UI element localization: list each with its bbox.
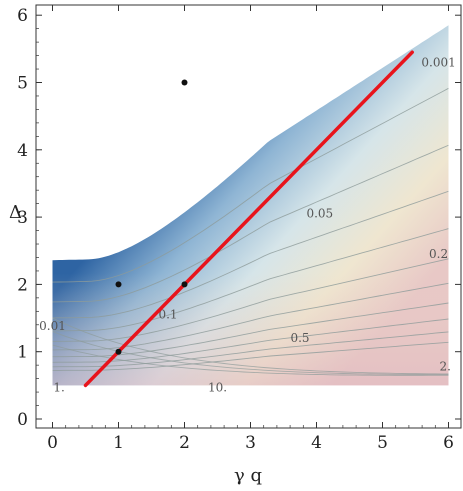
data-point	[181, 281, 188, 288]
contour-line	[52, 228, 449, 332]
contour-line	[52, 341, 449, 371]
x-tick-label: 6	[443, 433, 454, 453]
contour-line	[52, 282, 449, 351]
contour-label: 10.	[208, 380, 227, 394]
contour-line	[52, 344, 449, 376]
contour-label: 2.	[439, 360, 450, 374]
y-tick-label: 4	[17, 141, 28, 161]
y-tick-label: 2	[17, 275, 28, 295]
data-point	[115, 281, 122, 288]
contour-line	[52, 318, 449, 363]
plot-frame	[35, 4, 462, 429]
y-tick-label: 1	[17, 343, 28, 363]
contour-line	[52, 144, 449, 303]
contour-label: 0.2	[429, 247, 448, 261]
x-tick-label: 2	[179, 433, 190, 453]
x-axis-label: γ q	[234, 465, 262, 486]
contour-labels: 0.001 0.05 0.2 0.1 0.01 0.5 1. 10. 2.	[39, 55, 456, 394]
red-diagonal-line	[83, 50, 414, 388]
contour-label: 0.01	[39, 319, 66, 333]
x-tick-label: 3	[245, 433, 256, 453]
contour-lines	[52, 87, 449, 376]
y-tick-label: 6	[17, 6, 28, 26]
x-tick-label: 5	[377, 433, 388, 453]
x-tick-label: 0	[47, 433, 58, 453]
y-axis-label: Δ	[9, 202, 22, 223]
contour-label: 0.5	[290, 331, 309, 345]
y-tick-label: 3	[17, 208, 28, 228]
contour-line	[52, 87, 449, 283]
axis-ticks: 0 1 2 3 4 5 6 0 1 2 3 4 5 6	[17, 5, 461, 453]
contour-line	[52, 302, 449, 358]
contour-line	[52, 317, 449, 375]
red-line	[83, 50, 414, 388]
y-tick-label: 5	[17, 74, 28, 94]
contour-label: 1.	[53, 380, 64, 394]
y-tick-label: 0	[17, 410, 28, 430]
contour-line	[52, 190, 449, 319]
contour-label: 0.001	[421, 55, 455, 69]
data-points	[115, 79, 188, 355]
x-tick-label: 1	[113, 433, 124, 453]
x-tick-label: 4	[311, 433, 322, 453]
data-point	[115, 348, 122, 355]
contour-line	[52, 258, 449, 342]
frame-border	[35, 4, 462, 429]
data-point	[181, 79, 188, 86]
contour-label: 0.1	[158, 308, 177, 322]
contour-label: 0.05	[306, 207, 333, 221]
contour-line	[52, 331, 449, 368]
